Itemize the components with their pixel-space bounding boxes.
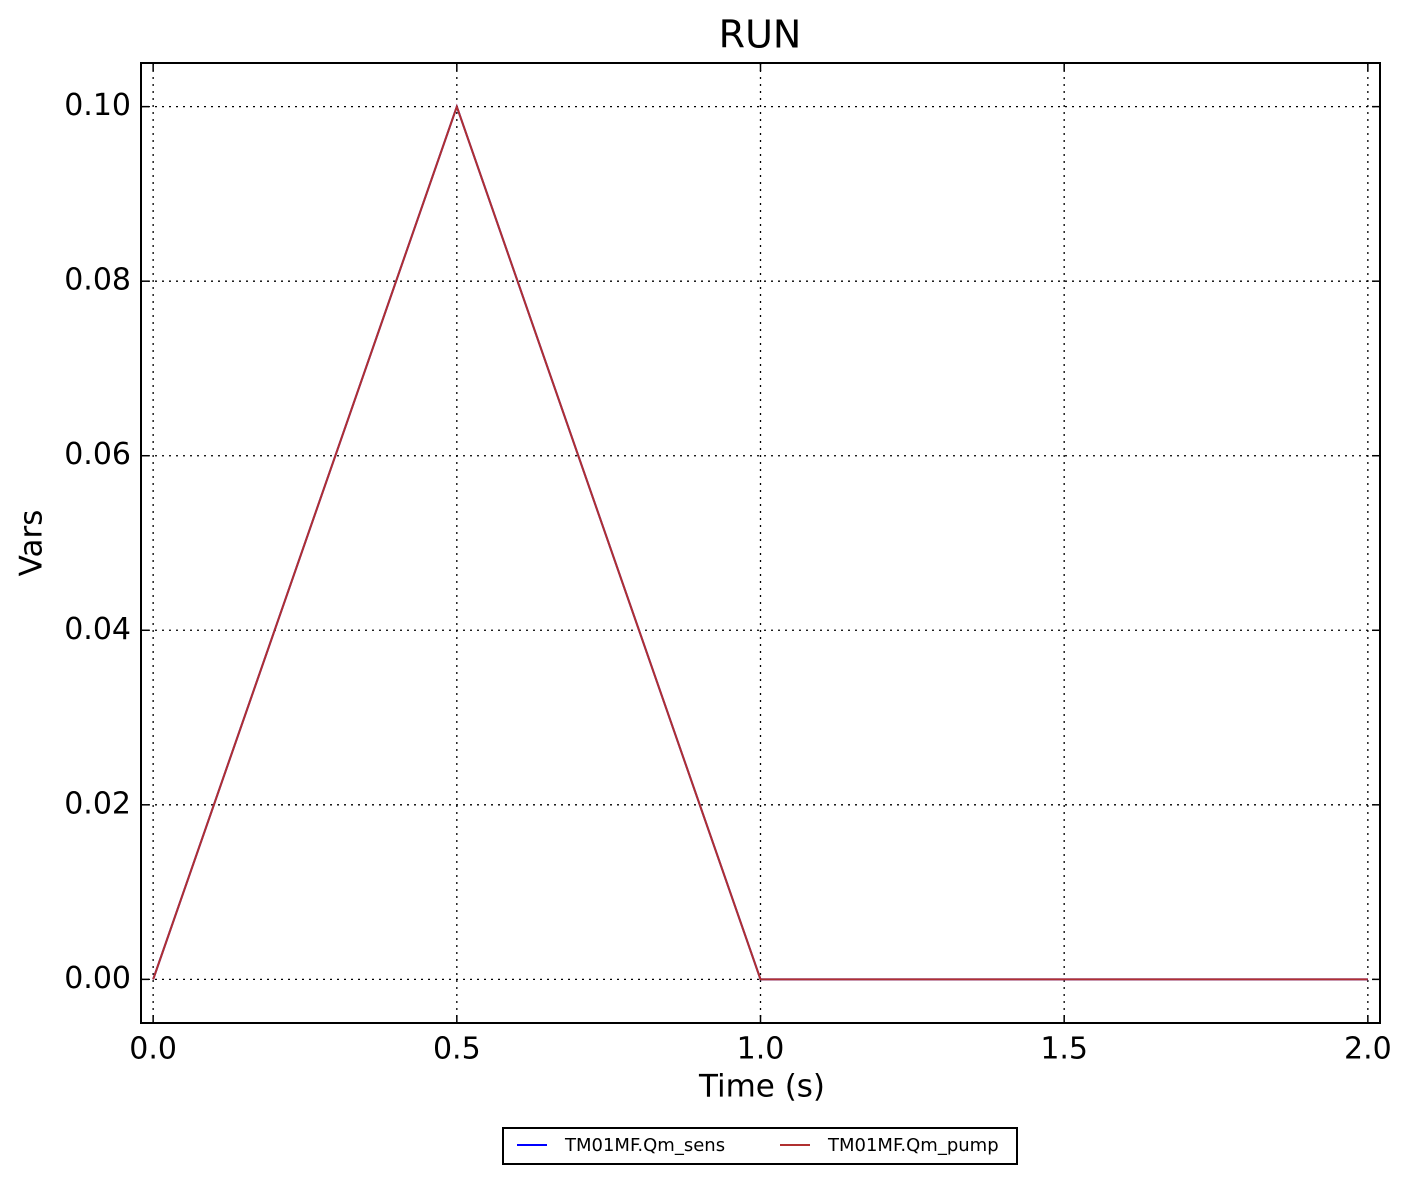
legend-label: TM01MF.Qm_sens xyxy=(564,1135,725,1156)
plot-frame xyxy=(140,62,1381,1024)
x-tick-label: 0.5 xyxy=(433,1032,481,1067)
y-tick-label: 0.10 xyxy=(64,88,131,123)
legend-label: TM01MF.Qm_pump xyxy=(827,1135,999,1156)
y-tick-label: 0.02 xyxy=(64,786,131,821)
series-line xyxy=(152,103,1368,981)
x-tick-label: 1.5 xyxy=(1040,1032,1088,1067)
x-tick-label: 2.0 xyxy=(1344,1032,1392,1067)
x-tick-label: 0.0 xyxy=(129,1032,177,1067)
legend: TM01MF.Qm_sens TM01MF.Qm_pump xyxy=(502,1127,1018,1165)
legend-frame xyxy=(502,1127,1018,1165)
y-axis-label: Vars xyxy=(14,510,50,577)
x-axis-label: Time (s) xyxy=(698,1069,825,1105)
y-tick-label: 0.06 xyxy=(64,437,131,472)
y-tick-label: 0.00 xyxy=(64,961,131,996)
y-tick-label: 0.08 xyxy=(64,263,131,298)
x-tick-label: 1.0 xyxy=(737,1032,785,1067)
chart-title: RUN xyxy=(719,13,802,57)
y-tick-label: 0.04 xyxy=(64,612,131,647)
